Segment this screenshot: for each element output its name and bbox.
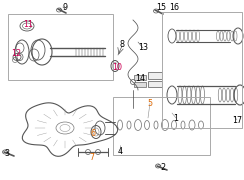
Text: 12: 12 <box>11 48 21 57</box>
Text: 17: 17 <box>232 116 242 125</box>
Bar <box>113 97 210 155</box>
Text: 7: 7 <box>90 152 95 161</box>
Text: 11: 11 <box>23 19 33 28</box>
Text: 16: 16 <box>169 3 179 12</box>
Text: 14: 14 <box>135 73 145 82</box>
Text: 13: 13 <box>138 42 148 51</box>
Text: 2: 2 <box>161 163 166 172</box>
Text: 9: 9 <box>62 3 68 12</box>
Text: 1: 1 <box>173 114 179 123</box>
Bar <box>8 14 113 80</box>
Text: 8: 8 <box>120 39 124 48</box>
Bar <box>134 75 146 80</box>
Bar <box>134 82 146 87</box>
Text: 3: 3 <box>4 148 10 158</box>
Bar <box>148 81 162 87</box>
Text: 10: 10 <box>112 62 122 71</box>
Text: 4: 4 <box>118 147 122 156</box>
Text: 5: 5 <box>147 98 152 107</box>
Bar <box>148 72 162 79</box>
Text: 15: 15 <box>156 3 166 12</box>
Text: 6: 6 <box>91 129 95 138</box>
